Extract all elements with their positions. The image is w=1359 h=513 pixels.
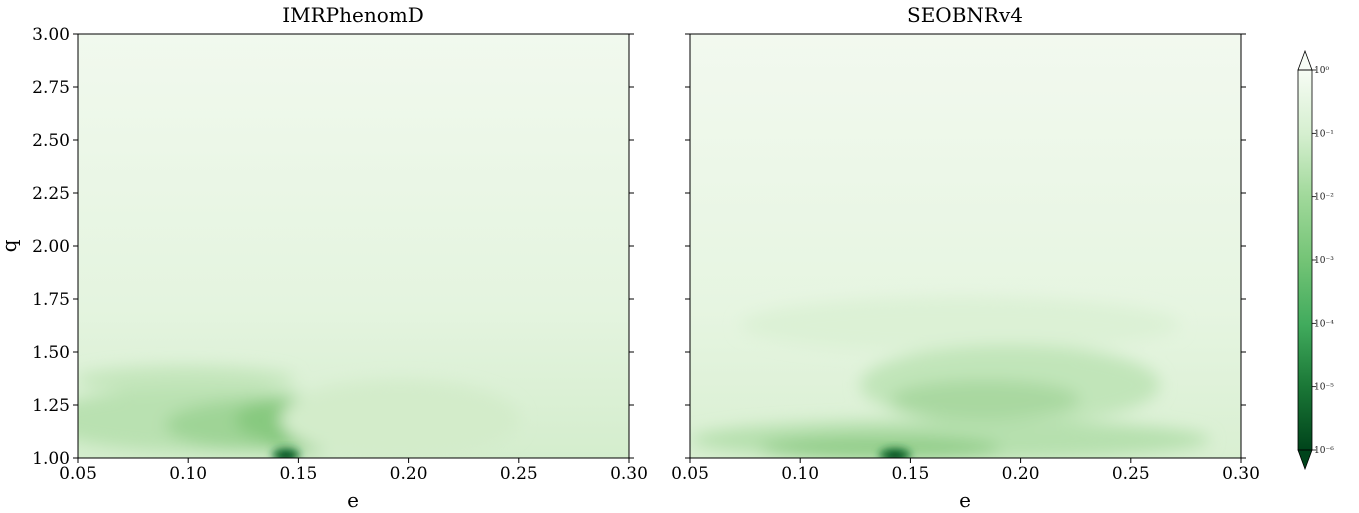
panel-title-left: IMRPhenomD [282, 3, 424, 27]
y-tick-label: 2.25 [32, 184, 70, 204]
y-tick-label: 1.25 [32, 396, 70, 416]
x-tick-label: 0.25 [500, 464, 538, 484]
panel-title-right: SEOBNRv4 [907, 3, 1023, 27]
y-tick-label: 1.00 [32, 449, 70, 469]
axis-ticks-right: 0.05 0.10 0.15 0.20 0.25 0.30 [671, 33, 1260, 484]
x-tick-label: 0.30 [610, 464, 648, 484]
y-tick-label: 1.75 [32, 290, 70, 310]
colorbar-ticks: 10⁰ 10⁻¹ 10⁻² 10⁻³ 10⁻⁴ 10⁻⁵ 10⁻⁶ [1312, 66, 1334, 456]
colorbar-tick-label: 10⁰ [1314, 66, 1329, 76]
x-tick-label: 0.30 [1222, 464, 1260, 484]
x-tick-label: 0.15 [279, 464, 317, 484]
colorbar-tick-label: 10⁻⁵ [1314, 383, 1334, 393]
y-tick-label: 2.00 [32, 237, 70, 257]
heatmap-right [690, 34, 1241, 458]
colorbar-gradient [1298, 70, 1312, 450]
y-axis-label: q [0, 239, 21, 252]
x-axis-label-left: e [347, 488, 359, 512]
colorbar-extend-min [1297, 449, 1313, 471]
x-tick-label: 0.05 [671, 464, 709, 484]
colorbar-tick-label: 10⁻² [1314, 193, 1334, 203]
y-tick-label: 2.75 [32, 78, 70, 98]
x-tick-label: 0.05 [59, 464, 97, 484]
colorbar: 10⁰ 10⁻¹ 10⁻² 10⁻³ 10⁻⁴ 10⁻⁵ 10⁻⁶ [1297, 49, 1334, 471]
x-tick-label: 0.10 [169, 464, 207, 484]
colorbar-extend-max [1297, 49, 1313, 71]
x-axis-label-right: e [959, 488, 971, 512]
x-tick-label: 0.15 [891, 464, 929, 484]
colorbar-tick-label: 10⁻⁶ [1314, 446, 1334, 456]
y-tick-label: 3.00 [32, 25, 70, 45]
colorbar-tick-label: 10⁻⁴ [1314, 319, 1334, 329]
panel-seobnrv4: SEOBNRv4 0.05 0.10 0.15 0.20 0.25 0.30 e [671, 3, 1260, 512]
y-tick-label: 1.50 [32, 343, 70, 363]
colorbar-tick-label: 10⁻³ [1314, 256, 1334, 266]
heatmap-left [78, 34, 629, 458]
colorbar-tick-label: 10⁻¹ [1314, 129, 1334, 139]
x-tick-label: 0.20 [390, 464, 428, 484]
x-tick-label: 0.25 [1112, 464, 1150, 484]
x-tick-label: 0.20 [1002, 464, 1040, 484]
panel-imrphenomd: IMRPhenomD 0.05 0.10 0.15 0.20 0.25 0.30 1.00 1… [0, 3, 648, 512]
x-tick-label: 0.10 [781, 464, 819, 484]
y-tick-label: 2.50 [32, 131, 70, 151]
axis-ticks-left: 0.05 0.10 0.15 0.20 0.25 0.30 1.00 1.25 1.50 1.75… [32, 25, 648, 484]
